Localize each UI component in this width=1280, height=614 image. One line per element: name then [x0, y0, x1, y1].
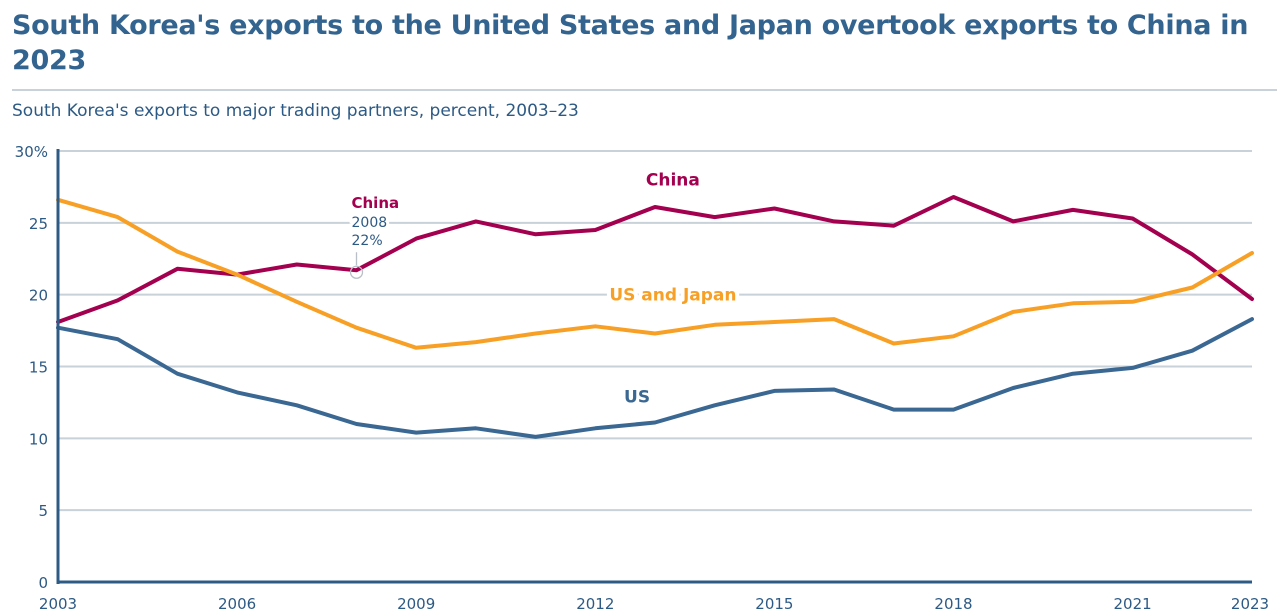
gridlines — [58, 150, 1252, 512]
x-tick-label: 2006 — [218, 595, 256, 613]
x-tick-label: 2003 — [39, 595, 77, 613]
chart-title: South Korea's exports to the United Stat… — [12, 10, 1249, 76]
y-tick-label: 30% — [15, 143, 48, 161]
x-tick-label: 2012 — [576, 595, 614, 613]
x-tick-label: 2023 — [1231, 595, 1269, 613]
series-line-us — [56, 317, 1254, 439]
annotation-year: 2008 — [352, 215, 388, 231]
series-label-china: China — [646, 171, 700, 191]
series-labels: China US and Japan US — [605, 167, 740, 412]
series-line-china — [56, 195, 1254, 324]
series-label-us-and-japan: US and Japan — [609, 286, 736, 306]
x-tick-label: 2018 — [934, 595, 972, 613]
axes — [56, 149, 1252, 584]
y-tick-label: 25 — [29, 215, 48, 233]
chart-subtitle: South Korea's exports to major trading p… — [12, 101, 579, 121]
y-tick-label: 10 — [29, 430, 48, 448]
y-tick-label: 0 — [38, 574, 48, 592]
x-axis-ticks: 2003 2006 2009 2012 2015 2018 2021 2023 — [39, 595, 1269, 613]
series-label-us: US — [624, 388, 650, 408]
title-divider — [12, 89, 1277, 91]
y-tick-label: 20 — [29, 287, 48, 305]
annotations: China 2008 22% — [349, 194, 400, 279]
series-lines — [56, 195, 1254, 439]
annotation-label: China — [352, 194, 400, 212]
series-line-us-and-japan — [56, 197, 1254, 350]
y-tick-label: 15 — [29, 359, 48, 377]
annotation-marker — [349, 265, 364, 279]
x-tick-label: 2021 — [1114, 595, 1152, 613]
annotation-value: 22% — [352, 233, 383, 249]
x-tick-label: 2015 — [755, 595, 793, 613]
y-tick-label: 5 — [38, 502, 48, 520]
x-tick-label: 2009 — [397, 595, 435, 613]
y-axis-ticks: 0 5 10 15 20 25 30% — [15, 143, 48, 592]
